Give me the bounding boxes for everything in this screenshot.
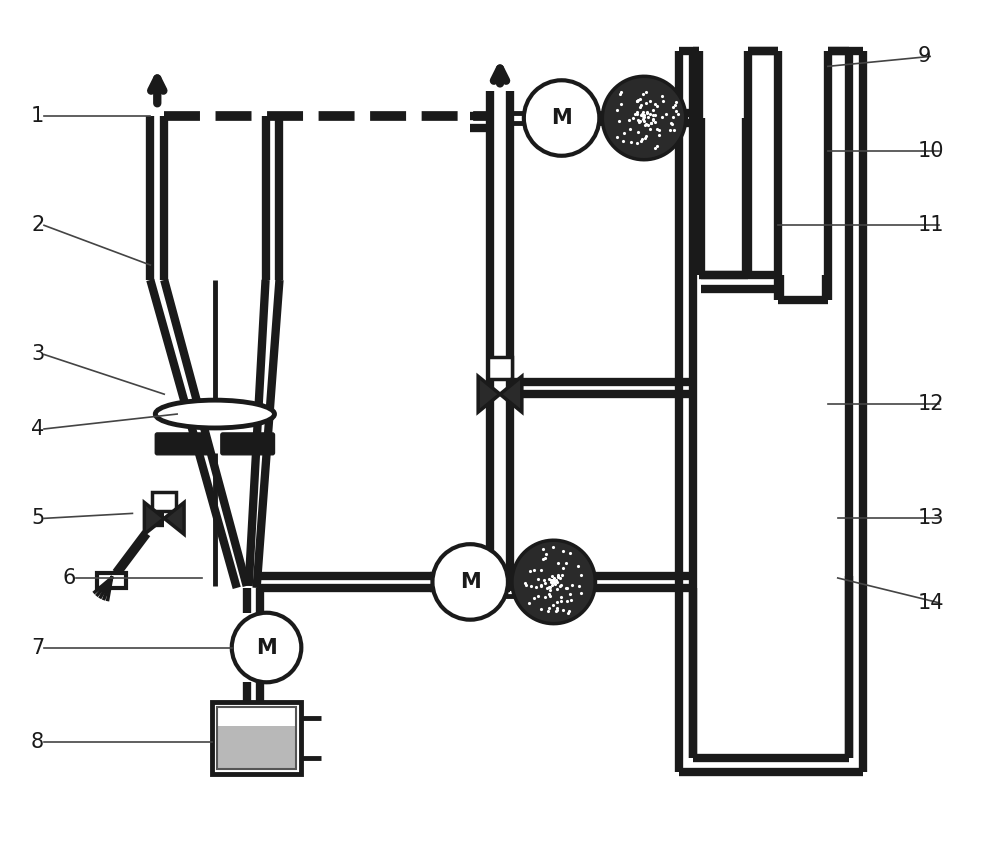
Polygon shape: [512, 540, 595, 624]
Text: M: M: [551, 108, 572, 128]
FancyBboxPatch shape: [221, 433, 274, 455]
FancyBboxPatch shape: [155, 433, 209, 455]
Text: 12: 12: [917, 394, 944, 414]
Bar: [217, 726, 296, 769]
Text: 5: 5: [31, 508, 44, 528]
Text: 8: 8: [31, 732, 44, 752]
Polygon shape: [164, 502, 184, 534]
Text: 6: 6: [63, 568, 76, 588]
Text: M: M: [460, 572, 481, 592]
Polygon shape: [478, 376, 500, 412]
Text: 4: 4: [31, 419, 44, 439]
Polygon shape: [97, 573, 126, 588]
Text: 3: 3: [31, 344, 44, 365]
Bar: [488, 357, 512, 379]
Ellipse shape: [155, 400, 274, 428]
Text: 1: 1: [31, 106, 44, 126]
Text: 10: 10: [917, 141, 944, 161]
Bar: [217, 707, 296, 769]
Polygon shape: [602, 76, 686, 160]
Text: 13: 13: [917, 508, 944, 528]
Circle shape: [432, 544, 508, 619]
Text: 2: 2: [31, 215, 44, 235]
Text: M: M: [256, 637, 277, 657]
Polygon shape: [500, 376, 522, 412]
Circle shape: [524, 80, 599, 156]
Bar: [212, 702, 301, 774]
Bar: [152, 491, 176, 511]
Text: 14: 14: [917, 592, 944, 613]
Polygon shape: [144, 502, 164, 534]
Circle shape: [232, 613, 301, 682]
Text: 7: 7: [31, 637, 44, 657]
Text: 11: 11: [917, 215, 944, 235]
Text: 9: 9: [917, 46, 931, 67]
